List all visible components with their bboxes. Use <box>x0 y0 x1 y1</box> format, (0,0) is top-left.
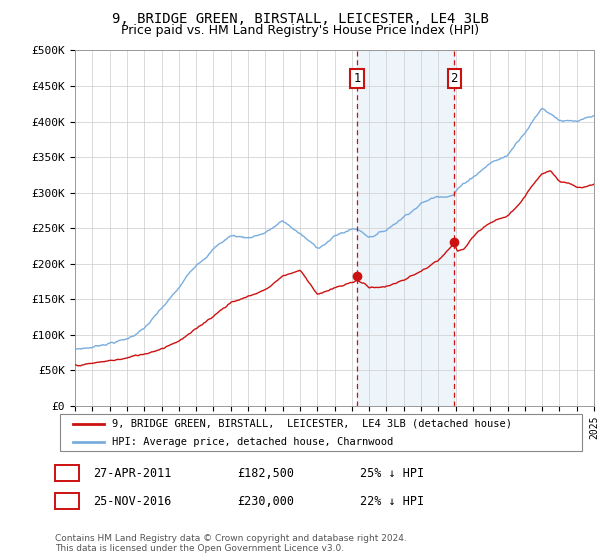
Text: 1: 1 <box>63 466 70 480</box>
Text: 1: 1 <box>353 72 361 85</box>
Text: 9, BRIDGE GREEN, BIRSTALL, LEICESTER, LE4 3LB: 9, BRIDGE GREEN, BIRSTALL, LEICESTER, LE… <box>112 12 488 26</box>
Text: 25% ↓ HPI: 25% ↓ HPI <box>360 466 424 480</box>
Bar <box>357 50 454 406</box>
Text: 22% ↓ HPI: 22% ↓ HPI <box>360 494 424 508</box>
Text: 2: 2 <box>63 494 70 508</box>
Text: £182,500: £182,500 <box>237 466 294 480</box>
Text: 9, BRIDGE GREEN, BIRSTALL,  LEICESTER,  LE4 3LB (detached house): 9, BRIDGE GREEN, BIRSTALL, LEICESTER, LE… <box>112 418 512 428</box>
Text: 2: 2 <box>451 72 458 85</box>
Text: 25-NOV-2016: 25-NOV-2016 <box>93 494 172 508</box>
Text: £230,000: £230,000 <box>237 494 294 508</box>
Text: Contains HM Land Registry data © Crown copyright and database right 2024.
This d: Contains HM Land Registry data © Crown c… <box>55 534 407 553</box>
Text: Price paid vs. HM Land Registry's House Price Index (HPI): Price paid vs. HM Land Registry's House … <box>121 24 479 37</box>
Text: 27-APR-2011: 27-APR-2011 <box>93 466 172 480</box>
FancyBboxPatch shape <box>60 414 582 451</box>
Text: HPI: Average price, detached house, Charnwood: HPI: Average price, detached house, Char… <box>112 437 394 447</box>
